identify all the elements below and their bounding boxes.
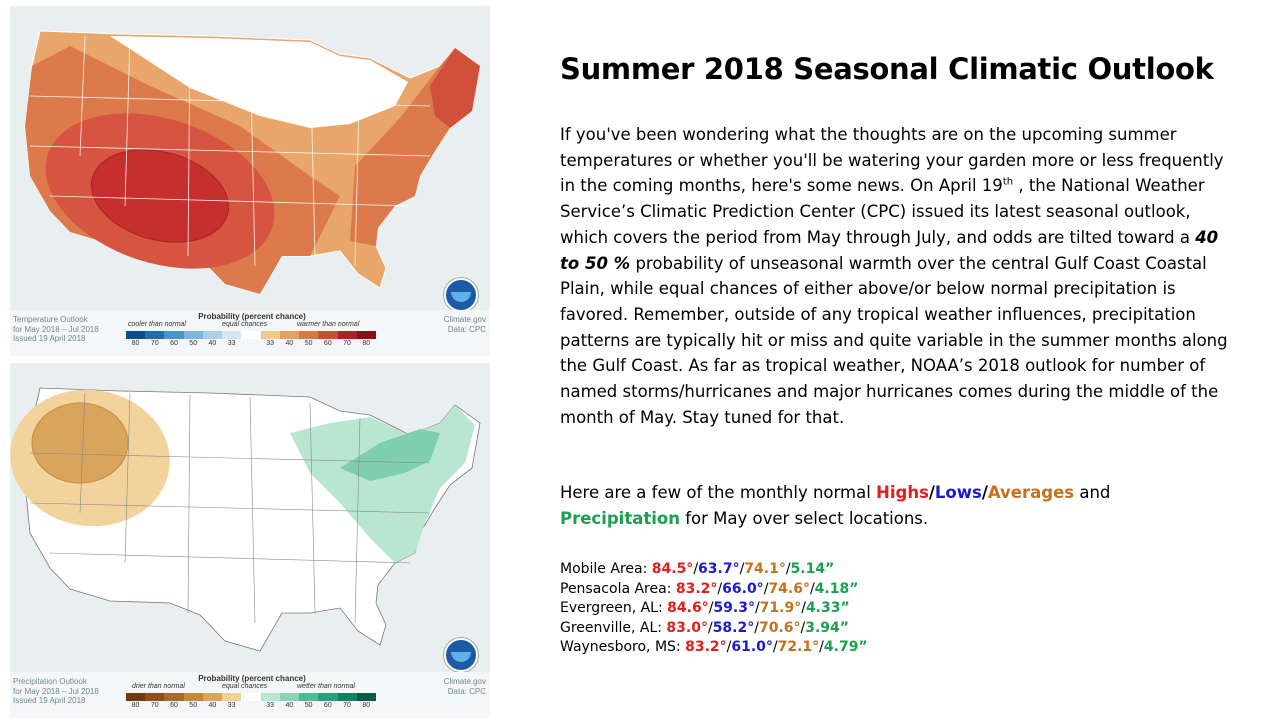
legend-swatch: [222, 331, 242, 339]
legend-swatch: [318, 331, 338, 339]
legend-tick: 50: [304, 702, 313, 709]
location-row: Waynesboro, MS: 83.2°/61.0°/72.1°/4.79”: [560, 639, 868, 656]
legend-tick: 80: [131, 702, 140, 709]
location-row: Mobile Area: 84.5°/63.7°/74.1°/5.14”: [560, 561, 835, 577]
precipitation-map-graphic: [10, 387, 481, 652]
legend-swatch: [164, 331, 184, 339]
precipitation-legend: Probability (percent chance) drier than …: [122, 674, 382, 711]
legend-swatch: [356, 331, 377, 339]
location-row: Greenville, AL: 83.0°/58.2°/70.6°/3.94”: [560, 619, 849, 636]
legend-tick: 70: [150, 702, 159, 709]
legend-tick: 33: [227, 702, 236, 709]
legend-tick: 50: [304, 340, 313, 347]
precipitation-scale-ticks: 80 70 60 50 40 33 33 40 50 60 70 80: [126, 701, 382, 711]
precipitation-outlook-map: Precipitation Outlook for May 2018 – Jul…: [10, 363, 490, 718]
legend-tick: 40: [285, 340, 294, 347]
legend-swatch: [260, 331, 280, 339]
legend-swatch: [183, 693, 203, 701]
location-row: Pensacola Area: 83.2°/66.0°/74.6°/4.18”: [560, 580, 859, 597]
legend-tick: 40: [208, 340, 217, 347]
legend-swatch: [318, 693, 338, 701]
legend-swatch: [356, 693, 377, 701]
temperature-color-scale: [126, 331, 377, 339]
noaa-logo-icon: [444, 638, 478, 672]
noaa-logo-icon: [444, 278, 478, 312]
legend-swatch: [145, 693, 165, 701]
precipitation-color-scale: [126, 693, 377, 701]
legend-tick: 60: [323, 340, 332, 347]
legend-tick: 50: [189, 702, 198, 709]
legend-swatch: [202, 331, 223, 339]
temperature-map-graphic: [24, 30, 481, 295]
legend-tick: 60: [170, 702, 178, 709]
legend-swatch: [260, 693, 280, 701]
legend-swatch: [241, 693, 261, 701]
temperature-legend: Probability (percent chance) cooler than…: [122, 312, 382, 349]
legend-tick: 70: [343, 702, 351, 709]
legend-swatch: [279, 331, 300, 339]
page-title: Summer 2018 Seasonal Climatic Outlook: [560, 52, 1214, 86]
legend-swatch: [222, 693, 242, 701]
legend-swatch: [337, 693, 357, 701]
legend-tick: 80: [362, 340, 371, 347]
legend-tick: 80: [131, 340, 140, 347]
legend-tick: 70: [150, 340, 159, 347]
legend-swatch: [183, 331, 203, 339]
legend-tick: 33: [266, 702, 275, 709]
legend-swatch: [126, 693, 146, 701]
legend-tick: 50: [189, 340, 198, 347]
legend-swatch: [241, 331, 261, 339]
precipitation-map-footer: Precipitation Outlook for May 2018 – Jul…: [10, 672, 490, 718]
legend-tick: 60: [323, 702, 332, 709]
location-row: Evergreen, AL: 84.6°/59.3°/71.9°/4.33”: [560, 600, 850, 617]
temperature-scale-ticks: 80 70 60 50 40 33 33 40 50 60 70 80: [126, 339, 382, 349]
temperature-map-footer: Temperature Outlook for May 2018 – Jul 2…: [10, 310, 490, 356]
legend-swatch: [202, 693, 223, 701]
legend-tick: 60: [170, 340, 178, 347]
legend-swatch: [126, 331, 146, 339]
legend-swatch: [337, 331, 357, 339]
legend-tick: 33: [266, 340, 275, 347]
legend-swatch: [145, 331, 165, 339]
normals-intro: Here are a few of the monthly normal Hig…: [560, 483, 1111, 528]
legend-tick: 33: [227, 340, 236, 347]
legend-tick: 40: [208, 702, 217, 709]
temperature-outlook-map: Temperature Outlook for May 2018 – Jul 2…: [10, 6, 490, 356]
location-normals-list: Mobile Area: 84.5°/63.7°/74.1°/5.14” Pen…: [560, 560, 868, 658]
legend-swatch: [164, 693, 184, 701]
body-paragraph: If you've been wondering what the though…: [560, 125, 1228, 427]
legend-swatch: [299, 331, 319, 339]
legend-swatch: [299, 693, 319, 701]
legend-tick: 80: [362, 702, 371, 709]
legend-tick: 40: [285, 702, 294, 709]
legend-tick: 70: [343, 340, 351, 347]
legend-swatch: [279, 693, 300, 701]
